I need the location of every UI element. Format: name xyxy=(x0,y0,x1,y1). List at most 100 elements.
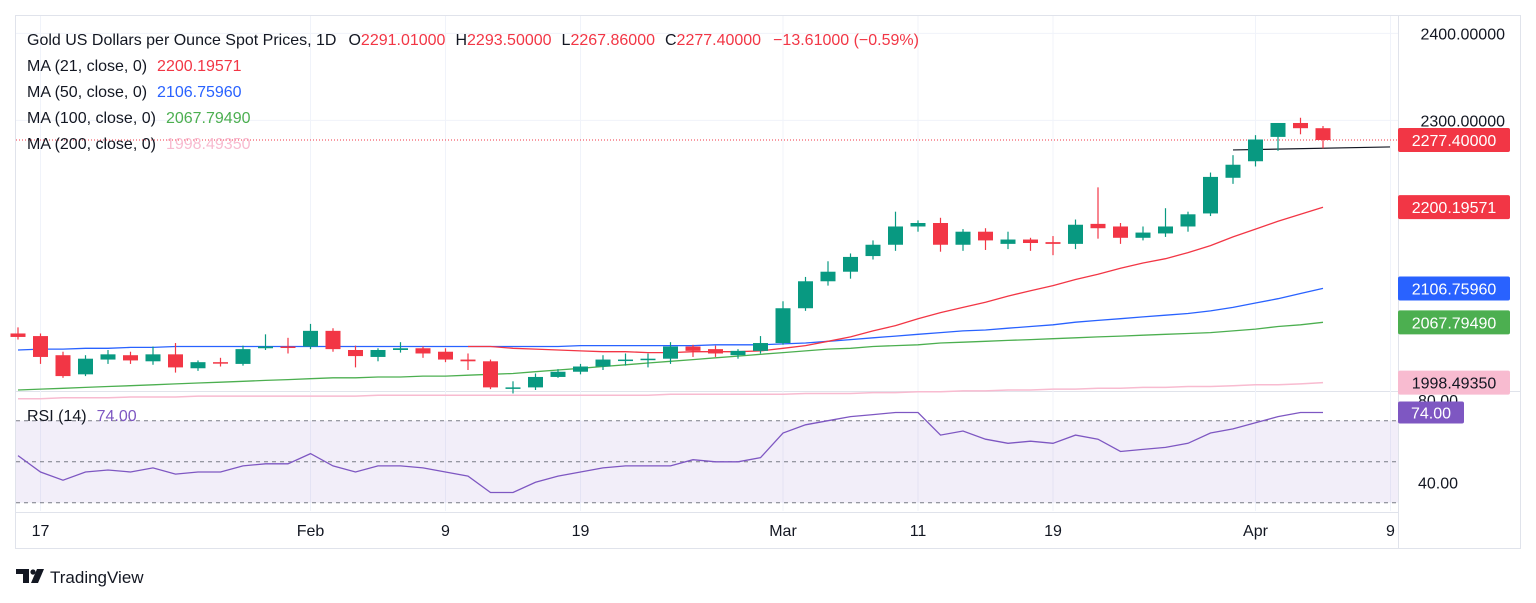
price-label-bg xyxy=(1398,370,1510,395)
candle-body xyxy=(933,223,948,245)
candle-16 xyxy=(370,348,386,362)
candle-body xyxy=(685,346,701,351)
candle-body xyxy=(730,350,746,356)
candle-body xyxy=(1068,224,1083,244)
candle-34 xyxy=(775,301,791,345)
legend: Gold US Dollars per Ounce Spot Prices, 1… xyxy=(27,32,919,425)
candle-body xyxy=(798,281,813,309)
candle-body xyxy=(1000,239,1016,244)
legend-o-value: 2291.01000 xyxy=(361,32,446,49)
price-grid xyxy=(16,16,1398,511)
candle-body xyxy=(235,349,251,364)
candle-body xyxy=(1225,164,1241,178)
rsi-line xyxy=(17,411,1323,494)
candle-body xyxy=(640,358,656,361)
candle-body xyxy=(1203,176,1218,214)
candle-58 xyxy=(1315,126,1331,149)
candle-37 xyxy=(843,253,858,279)
rsi-line-path xyxy=(17,411,1323,494)
price-tick-0: 2400.00000 xyxy=(1420,26,1505,43)
candle-body xyxy=(438,351,453,360)
candle-18 xyxy=(415,346,431,358)
candle-54 xyxy=(1225,155,1241,184)
candle-body xyxy=(415,348,431,354)
candle-44 xyxy=(1000,231,1016,250)
rsi-last-label-text: 74.00 xyxy=(1411,406,1451,423)
legend-ma100-row[interactable]: MA (100, close, 0) 2067.79490 xyxy=(27,110,251,127)
candle-body xyxy=(573,366,588,372)
legend-ma200-row[interactable]: MA (200, close, 0) 1998.49350 xyxy=(27,136,251,153)
candle-46 xyxy=(1045,236,1061,256)
candle-24 xyxy=(550,369,566,378)
time-label-4: Mar xyxy=(769,523,797,540)
ma21-line xyxy=(468,206,1324,354)
time-label-8: 9 xyxy=(1386,523,1395,540)
candle-body xyxy=(78,358,93,375)
price-label-4: 1998.49350 xyxy=(1398,370,1510,395)
candle-25 xyxy=(573,363,588,375)
candle-body xyxy=(1158,226,1173,234)
candle-30 xyxy=(685,344,701,357)
legend-rsi-row[interactable]: RSI (14) 74.00 xyxy=(27,408,137,425)
candle-body xyxy=(100,354,116,360)
candle-38 xyxy=(865,240,881,260)
price-tick-1: 2300.00000 xyxy=(1420,113,1505,130)
candle-body xyxy=(843,256,858,272)
candle-36 xyxy=(820,261,836,286)
time-axis-labels: 17 Feb 9 19 Mar 11 19 Apr 9 xyxy=(32,523,1395,540)
ma200-path xyxy=(18,381,1324,400)
candle-42 xyxy=(955,229,971,251)
price-label-text: 2200.19571 xyxy=(1412,200,1497,217)
candle-body xyxy=(910,223,926,227)
price-axis-labels: 2277.40000 2200.19571 2106.75960 2067.79490… xyxy=(1398,128,1510,395)
legend-ma200-label: MA (200, close, 0) xyxy=(27,136,156,153)
candle-17 xyxy=(393,342,408,353)
candle-2 xyxy=(55,351,71,378)
candle-47 xyxy=(1068,219,1083,250)
tradingview-logo-text: TradingView xyxy=(50,568,144,587)
candle-14 xyxy=(325,328,341,352)
candle-body xyxy=(145,354,161,362)
time-label-5: 11 xyxy=(910,523,927,540)
candle-body xyxy=(1315,128,1331,141)
tradingview-logo-icon xyxy=(16,569,44,583)
candle-45 xyxy=(1023,237,1038,251)
candle-6 xyxy=(145,346,161,365)
candle-body xyxy=(393,348,408,350)
legend-c-value: 2277.40000 xyxy=(677,32,762,49)
candle-32 xyxy=(730,349,746,359)
candle-body xyxy=(663,346,678,359)
candle-13 xyxy=(303,323,318,350)
legend-ma21-row[interactable]: MA (21, close, 0) 2200.19571 xyxy=(27,58,242,75)
candle-12 xyxy=(280,337,296,354)
time-label-3: 19 xyxy=(572,523,590,540)
candle-body xyxy=(348,349,363,357)
candle-50 xyxy=(1135,226,1151,241)
candle-body xyxy=(1248,139,1263,162)
candle-5 xyxy=(123,351,138,364)
candle-48 xyxy=(1090,187,1106,239)
ma200-line xyxy=(18,381,1324,400)
price-label-text: 1998.49350 xyxy=(1412,376,1497,393)
candle-40 xyxy=(910,220,926,232)
time-label-6: 19 xyxy=(1044,523,1062,540)
candle-body xyxy=(1293,122,1308,129)
candle-26 xyxy=(595,355,611,370)
candle-29 xyxy=(663,342,678,364)
price-label-text: 2067.79490 xyxy=(1412,315,1497,332)
legend-title-row: Gold US Dollars per Ounce Spot Prices, 1… xyxy=(27,32,919,49)
candle-7 xyxy=(168,343,183,373)
tradingview-logo[interactable]: TradingView xyxy=(16,568,144,587)
legend-o-label: O xyxy=(348,32,360,49)
time-label-7: Apr xyxy=(1243,523,1269,540)
candle-21 xyxy=(483,359,498,390)
legend-ma50-row[interactable]: MA (50, close, 0) 2106.75960 xyxy=(27,84,242,101)
legend-h-value: 2293.50000 xyxy=(467,32,552,49)
price-label-3: 2067.79490 xyxy=(1398,310,1510,335)
candle-31 xyxy=(708,345,723,357)
legend-c-label: C xyxy=(665,32,677,49)
price-label-bg xyxy=(1398,195,1510,220)
candle-body xyxy=(460,359,476,362)
candle-19 xyxy=(438,348,453,363)
